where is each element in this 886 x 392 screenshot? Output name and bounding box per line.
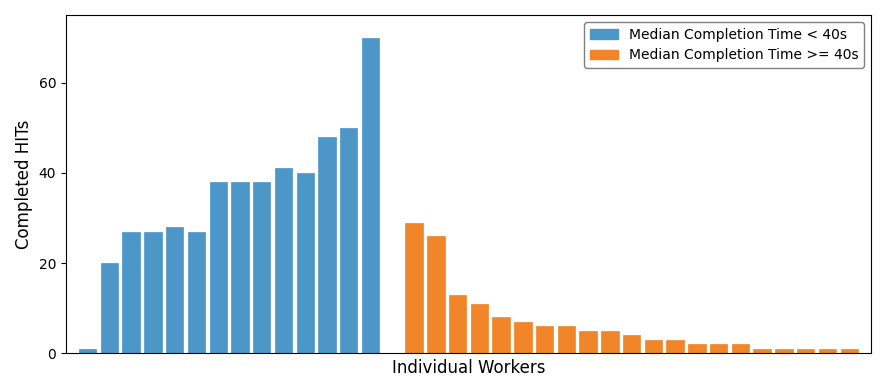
Bar (209, 182, 227, 354)
Bar (166, 227, 183, 354)
Bar (732, 345, 750, 354)
Bar (122, 232, 140, 354)
Bar (579, 331, 597, 354)
Bar (688, 345, 705, 354)
Bar (602, 331, 618, 354)
Bar (797, 349, 814, 354)
Bar (297, 173, 314, 354)
Legend: Median Completion Time < 40s, Median Completion Time >= 40s: Median Completion Time < 40s, Median Com… (585, 22, 864, 68)
Bar (666, 340, 684, 354)
Bar (514, 322, 532, 354)
Bar (275, 169, 292, 354)
Bar (449, 295, 466, 354)
X-axis label: Individual Workers: Individual Workers (392, 359, 545, 377)
Bar (645, 340, 662, 354)
Bar (536, 327, 554, 354)
Bar (79, 349, 97, 354)
Y-axis label: Completed HITs: Completed HITs (15, 120, 33, 249)
Bar (710, 345, 727, 354)
Bar (406, 223, 423, 354)
Bar (361, 38, 379, 354)
Bar (557, 327, 575, 354)
Bar (427, 236, 445, 354)
Bar (841, 349, 858, 354)
Bar (493, 318, 509, 354)
Bar (470, 304, 488, 354)
Bar (819, 349, 836, 354)
Bar (623, 336, 641, 354)
Bar (775, 349, 793, 354)
Bar (144, 232, 161, 354)
Bar (340, 128, 357, 354)
Bar (253, 182, 270, 354)
Bar (231, 182, 249, 354)
Bar (318, 137, 336, 354)
Bar (753, 349, 771, 354)
Bar (188, 232, 206, 354)
Bar (101, 263, 118, 354)
